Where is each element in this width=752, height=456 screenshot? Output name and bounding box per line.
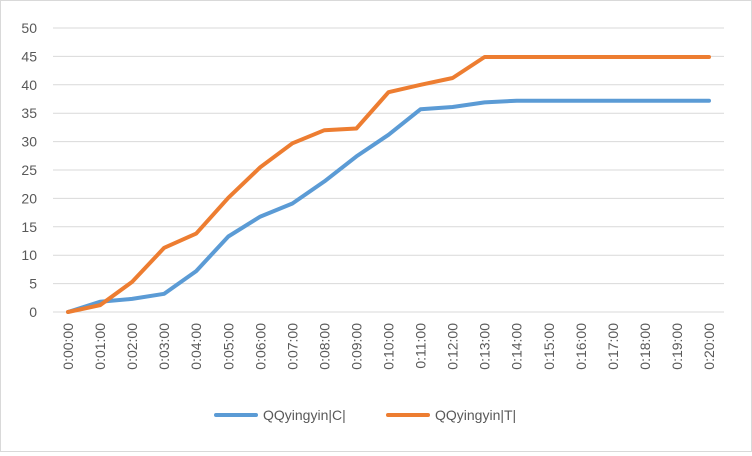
y-tick-label: 50	[21, 20, 37, 36]
x-tick-label: 0:14:00	[509, 323, 525, 370]
y-axis-tick-labels: 0 5 10 15 20 25 30 35 40 45 50	[21, 20, 37, 320]
series-line-1	[66, 98, 711, 314]
y-tick-label: 30	[21, 134, 37, 150]
y-tick-label: 40	[21, 77, 37, 93]
y-tick-label: 5	[29, 276, 37, 292]
x-tick-label: 0:05:00	[220, 323, 236, 370]
series-lines	[66, 55, 711, 314]
y-tick-label: 45	[21, 48, 37, 64]
x-tick-label: 0:09:00	[348, 323, 364, 370]
legend: QQyingyin|C| QQyingyin|T|	[214, 407, 516, 423]
x-tick-label: 0:03:00	[156, 323, 172, 370]
y-tick-label: 25	[21, 162, 37, 178]
x-tick-label: 0:17:00	[605, 323, 621, 370]
y-tick-label: 0	[29, 304, 37, 320]
gridlines	[53, 27, 724, 313]
y-tick-label: 20	[21, 190, 37, 206]
x-tick-label: 0:04:00	[188, 323, 204, 370]
x-tick-label: 0:20:00	[701, 323, 717, 370]
x-tick-label: 0:06:00	[252, 323, 268, 370]
x-tick-label: 0:08:00	[316, 323, 332, 370]
x-tick-label: 0:18:00	[637, 323, 653, 370]
x-tick-label: 0:12:00	[445, 323, 461, 370]
x-tick-label: 0:11:00	[413, 323, 429, 369]
series-line-2	[66, 55, 711, 314]
x-tick-label: 0:01:00	[92, 323, 108, 370]
x-tick-label: 0:02:00	[124, 323, 140, 370]
legend-label: QQyingyin|T|	[435, 407, 516, 423]
x-tick-label: 0:10:00	[381, 323, 397, 370]
y-tick-label: 15	[21, 219, 37, 235]
y-tick-label: 35	[21, 105, 37, 121]
x-axis-tick-labels: 0:00:00 0:01:00 0:02:00 0:03:00 0:04:00 0:05:…	[60, 323, 717, 370]
x-tick-label: 0:13:00	[477, 323, 493, 370]
x-tick-label: 0:15:00	[541, 323, 557, 370]
x-tick-label: 0:19:00	[669, 323, 685, 370]
x-tick-label: 0:16:00	[573, 323, 589, 370]
x-tick-label: 0:00:00	[60, 323, 76, 370]
y-tick-label: 10	[21, 247, 37, 263]
x-tick-label: 0:07:00	[284, 323, 300, 370]
legend-label: QQyingyin|C|	[263, 407, 346, 423]
